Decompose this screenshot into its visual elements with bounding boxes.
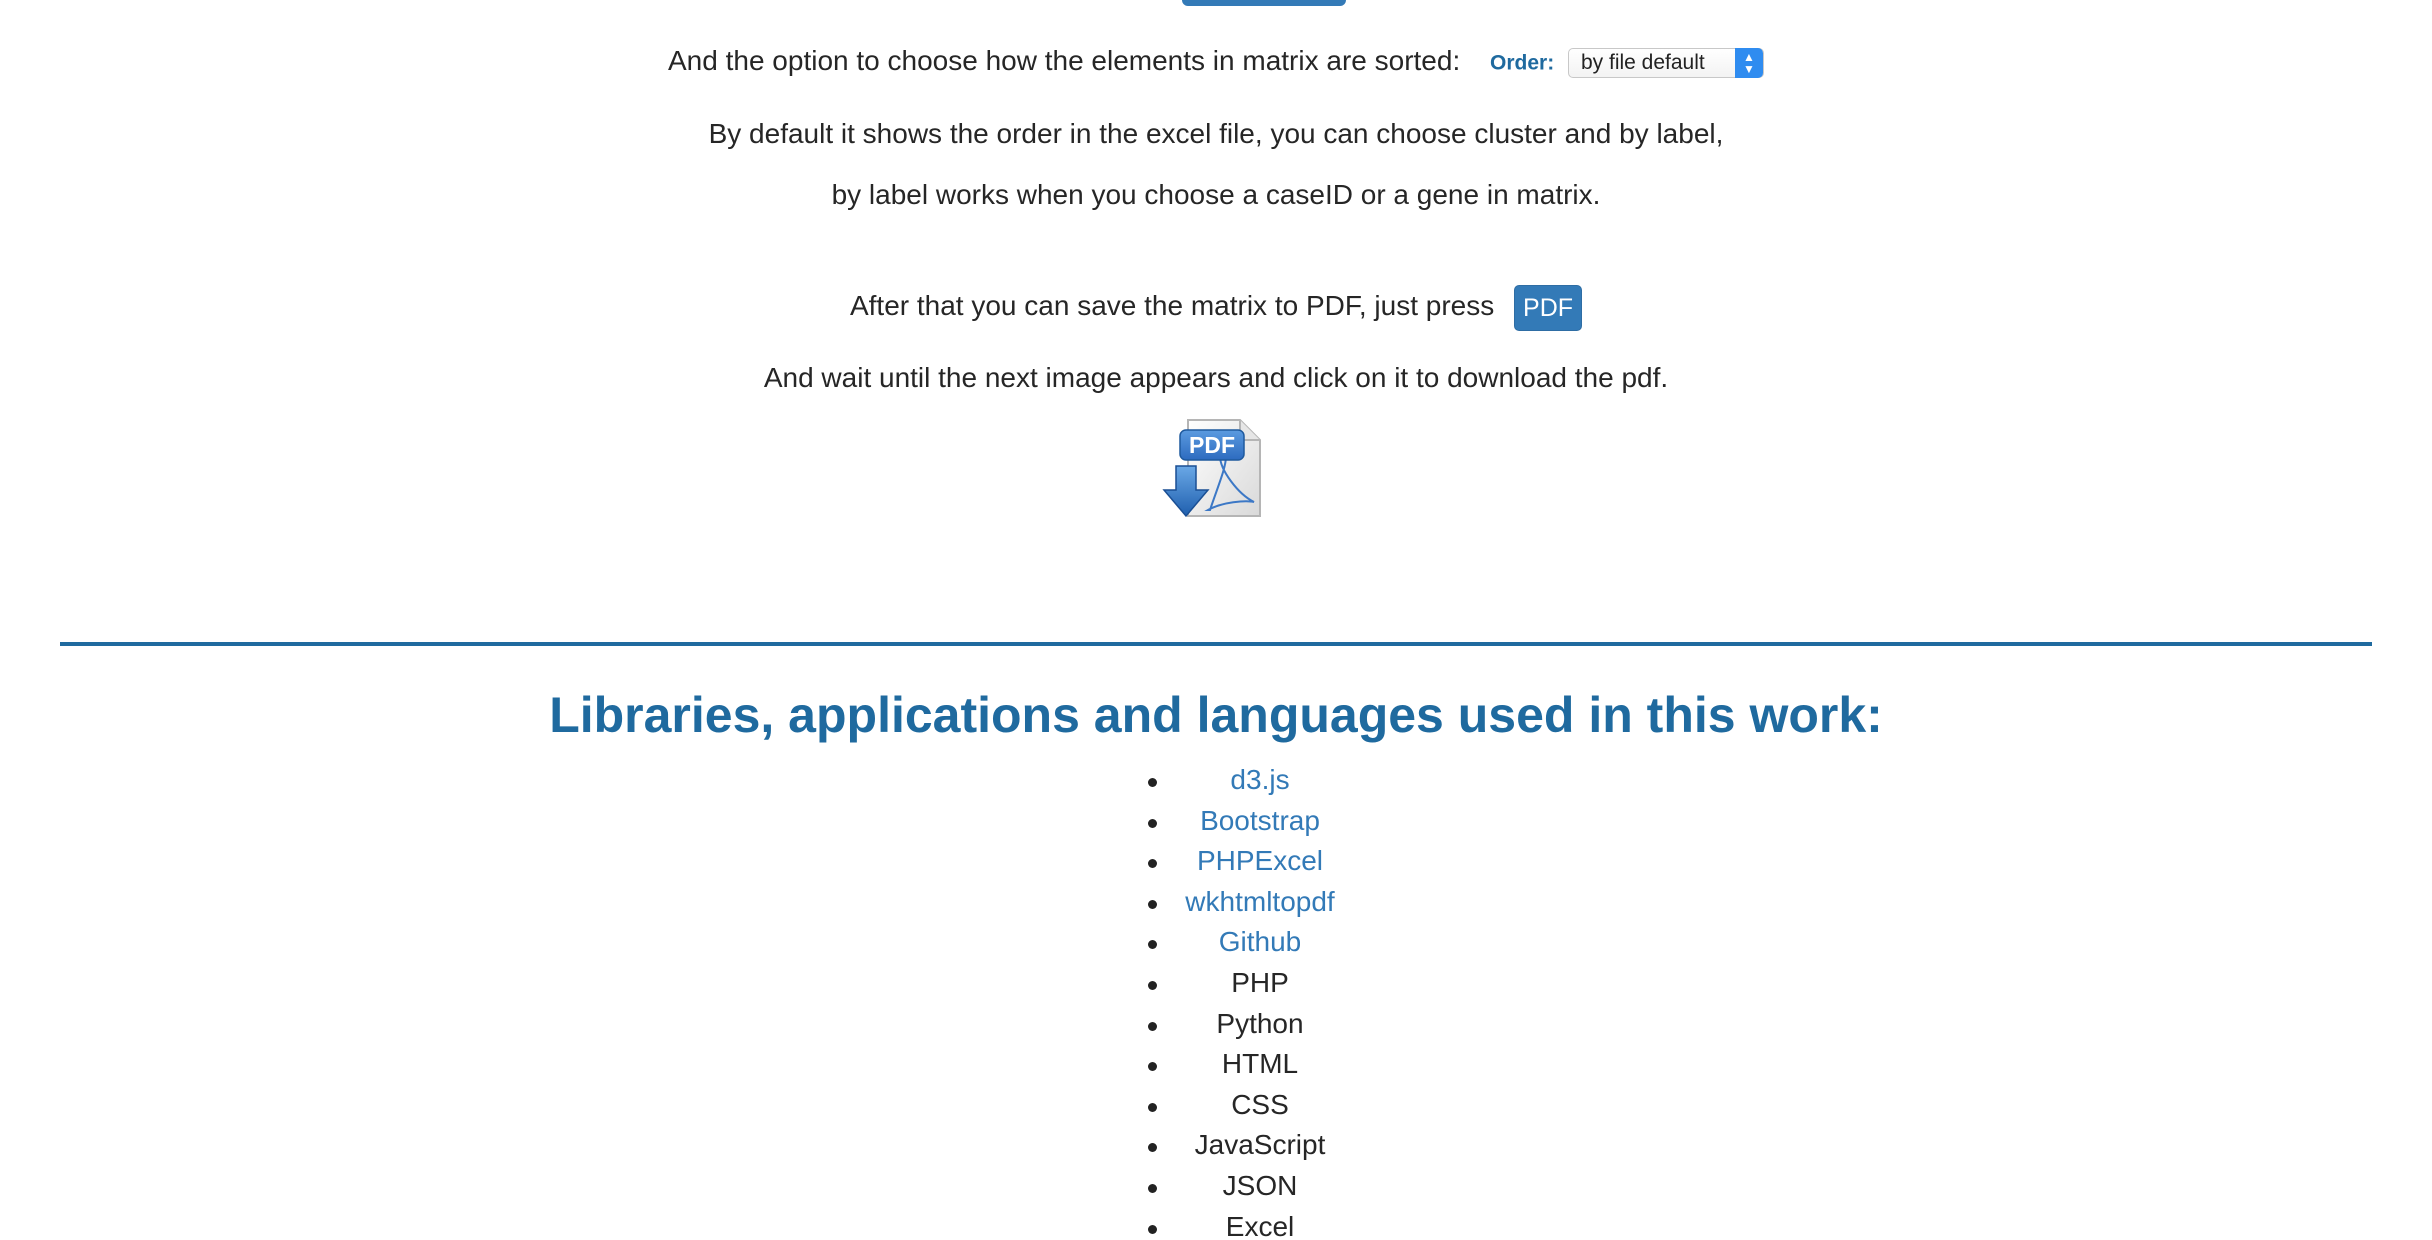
libraries-heading: Libraries, applications and languages us… (549, 687, 1883, 743)
save-description: After that you can save the matrix to PD… (849, 290, 1495, 321)
item-json: JSON (1222, 1169, 1298, 1201)
technology-list: d3.js Bootstrap PHPExcel wkhtmltopdf Git… (1140, 760, 1380, 1240)
pdf-icon-badge: PDF (1189, 432, 1235, 458)
link-wkhtmltopdf[interactable]: wkhtmltopdf (1185, 885, 1335, 917)
list-item: Excel (1140, 1207, 1380, 1240)
list-item[interactable]: PHPExcel (1140, 841, 1380, 882)
top-button-edge[interactable] (1182, 0, 1346, 6)
list-item[interactable]: d3.js (1140, 760, 1380, 801)
link-phpexcel[interactable]: PHPExcel (1196, 845, 1324, 877)
order-control: Order: by file default ▲ ▼ (1490, 44, 1764, 82)
info-line-1: By default it shows the order in the exc… (708, 118, 1724, 149)
section-divider (60, 642, 2372, 646)
pdf-button[interactable]: PDF (1514, 284, 1583, 331)
order-selected-value: by file default (1580, 51, 1705, 75)
order-row: And the option to choose how the element… (0, 43, 2432, 81)
pdf-download-icon[interactable]: PDF (1160, 416, 1266, 522)
link-bootstrap[interactable]: Bootstrap (1200, 804, 1320, 836)
link-github[interactable]: Github (1218, 926, 1302, 958)
chevron-up-down-icon: ▲ ▼ (1734, 48, 1763, 79)
item-css: CSS (1231, 1088, 1289, 1120)
item-javascript: JavaScript (1194, 1129, 1326, 1161)
info-line-2: by label works when you choose a caseID … (831, 179, 1601, 210)
list-item: CSS (1140, 1085, 1380, 1126)
link-d3js[interactable]: d3.js (1230, 764, 1290, 795)
item-php: PHP (1231, 966, 1289, 998)
item-python: Python (1216, 1007, 1304, 1039)
wait-line: And wait until the next image appears an… (763, 362, 1669, 393)
list-item[interactable]: Github (1140, 922, 1380, 963)
list-item: JSON (1140, 1166, 1380, 1207)
item-excel: Excel (1225, 1210, 1295, 1240)
list-item: Python (1140, 1004, 1380, 1045)
list-item: HTML (1140, 1044, 1380, 1085)
order-label: Order: (1490, 51, 1555, 75)
list-item[interactable]: wkhtmltopdf (1140, 882, 1380, 923)
list-item: PHP (1140, 963, 1380, 1004)
save-row: After that you can save the matrix to PD… (0, 282, 2432, 331)
order-select[interactable]: by file default ▲ ▼ (1567, 48, 1764, 79)
order-description: And the option to choose how the element… (668, 45, 1461, 76)
list-item[interactable]: Bootstrap (1140, 801, 1380, 842)
list-item: JavaScript (1140, 1125, 1380, 1166)
item-html: HTML (1221, 1048, 1299, 1080)
